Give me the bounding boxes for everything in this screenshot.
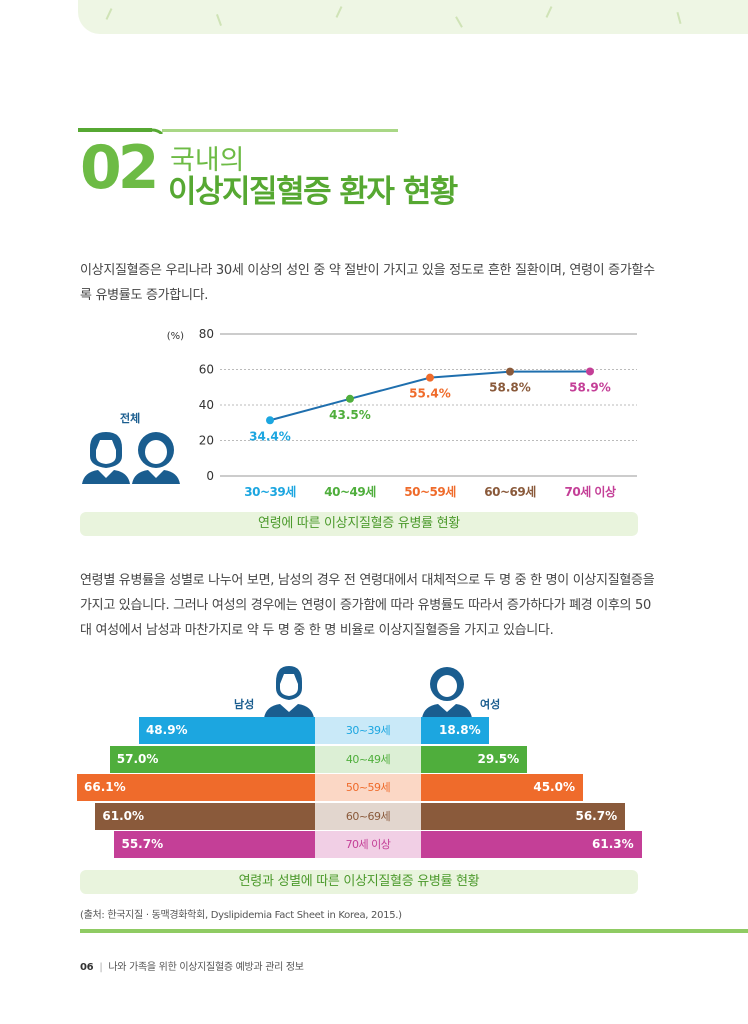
y-tick-label: 80 [199,327,214,341]
x-category-label: 60~69세 [484,484,536,499]
female-bar: 61.3% [421,831,642,858]
x-category-label: 50~59세 [404,484,456,499]
data-label: 58.9% [569,380,611,394]
data-label: 34.4% [249,429,291,443]
intro-paragraph: 이상지질혈증은 우리나라 30세 이상의 성인 중 약 절반이 가지고 있을 정… [80,263,655,303]
y-tick-label: 60 [199,363,214,377]
y-tick-label: 40 [199,398,214,412]
x-category-label: 40~49세 [324,484,376,499]
y-axis-unit: (%) [167,331,184,342]
male-bar: 57.0% [109,745,315,773]
data-point [426,373,434,382]
male-bar: 48.9% [138,717,315,744]
female-label: 여성 [480,698,501,711]
male-icon [264,666,314,718]
female-bar: 56.7% [421,802,626,830]
female-bar: 45.0% [421,774,583,801]
header-rule [78,128,398,134]
pyramid-chart-caption: 연령과 성별에 따른 이상지질혈증 유병률 현황 [80,870,638,894]
male-bar: 61.0% [95,802,315,830]
y-tick-label: 20 [199,434,214,448]
data-point [506,367,514,376]
section-subtitle: 국내의 [170,145,245,176]
male-label: 남성 [234,698,255,711]
people-icon-group: 전체 [80,410,190,484]
data-point [346,394,354,403]
data-point [586,367,594,376]
male-bar: 66.1% [77,774,315,801]
male-bar: 55.7% [114,831,315,858]
x-category-label: 70세 이상 [565,484,616,499]
age-group-label: 70세 이상 [315,831,421,858]
female-icon [422,667,472,718]
x-category-label: 30~39세 [244,484,296,499]
source-note: (출처: 한국지질 · 동맥경화학회, Dyslipidemia Fact Sh… [80,910,402,921]
footer-text: 나와 가족을 위한 이상지질혈증 예방과 관리 정보 [108,962,304,973]
y-tick-label: 0 [206,469,214,483]
section-number: 02 [80,133,159,203]
age-group-label: 60~69세 [315,802,421,830]
female-bar: 18.8% [421,717,489,744]
top-banner [78,0,748,34]
data-label: 43.5% [329,408,371,422]
overall-label: 전체 [120,412,141,425]
age-group-label: 30~39세 [315,717,421,744]
page-footer: 06 | 나와 가족을 위한 이상지질혈증 예방과 관리 정보 [80,962,304,973]
prevalence-pyramid-chart: 48.9% 30~39세 18.8% 57.0% 40~49세 29.5% 66.1% 50~… [0,717,748,858]
age-group-label: 50~59세 [315,774,421,801]
data-label: 58.8% [489,381,531,395]
body-paragraph: 연령별 유병률을 성별로 나누어 보면, 남성의 경우 전 연령대에서 대체적으… [80,573,655,638]
people-icon [82,432,180,484]
page-number: 06 [80,962,94,973]
section-title: 이상지질혈증 환자 현황 [168,174,458,210]
female-bar: 29.5% [421,745,528,773]
data-label: 55.4% [409,387,451,401]
data-point [266,416,274,425]
footer-rule [80,929,748,933]
line-chart-caption: 연령에 따른 이상지질혈증 유병률 현황 [80,512,638,536]
age-group-label: 40~49세 [315,745,421,773]
